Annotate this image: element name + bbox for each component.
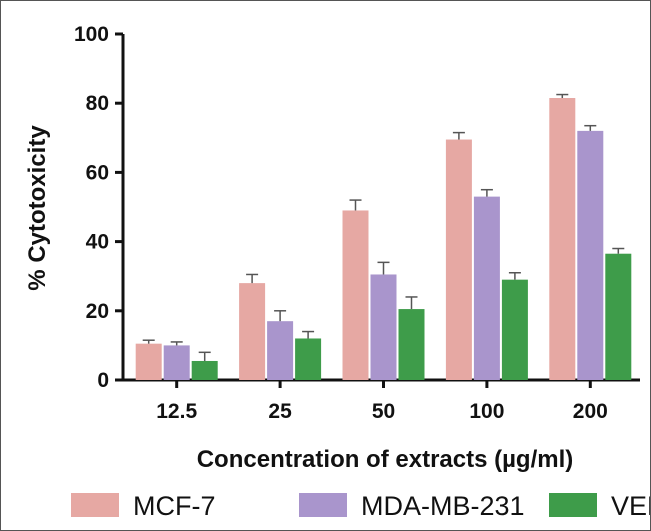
y-tick-label: 40 [86, 231, 109, 254]
bar [445, 139, 472, 380]
legend-label: VERO [611, 491, 650, 521]
bar [473, 196, 500, 380]
legend: MCF-7 MDA-MB-231 VERO [71, 491, 650, 521]
y-tick-label: 0 [97, 369, 109, 392]
y-tick-label: 60 [86, 161, 109, 184]
x-tick-label: 100 [469, 400, 504, 423]
bar [605, 253, 632, 380]
y-tick-label: 100 [74, 23, 109, 46]
legend-swatch [71, 493, 119, 517]
legend-swatch [549, 493, 597, 517]
x-axis: 12.5 25 50 100 200 [122, 378, 640, 423]
bar [135, 343, 162, 380]
x-tick-label: 25 [268, 400, 292, 423]
bar [577, 130, 604, 380]
y-axis-title: % Cytotoxicity [24, 125, 51, 291]
y-axis: 0 20 40 60 80 100 [74, 23, 125, 392]
bar [398, 309, 425, 380]
bar [295, 338, 322, 380]
bar [191, 360, 218, 380]
legend-label: MDA-MB-231 [361, 491, 525, 521]
y-tick-label: 80 [86, 92, 109, 115]
legend-label: MCF-7 [133, 491, 216, 521]
x-tick-label: 12.5 [156, 400, 197, 423]
y-tick-label: 20 [86, 300, 109, 323]
x-axis-title: Concentration of extracts (µg/ml) [197, 446, 574, 473]
bar [549, 98, 576, 380]
legend-swatch [299, 493, 347, 517]
bar [501, 279, 528, 380]
bar [163, 345, 190, 380]
bars-group [135, 93, 632, 380]
bar [267, 321, 294, 380]
bar [342, 210, 369, 380]
bar [239, 283, 266, 380]
x-tick-label: 50 [372, 400, 395, 423]
x-tick-label: 200 [573, 400, 608, 423]
bar [370, 274, 397, 380]
